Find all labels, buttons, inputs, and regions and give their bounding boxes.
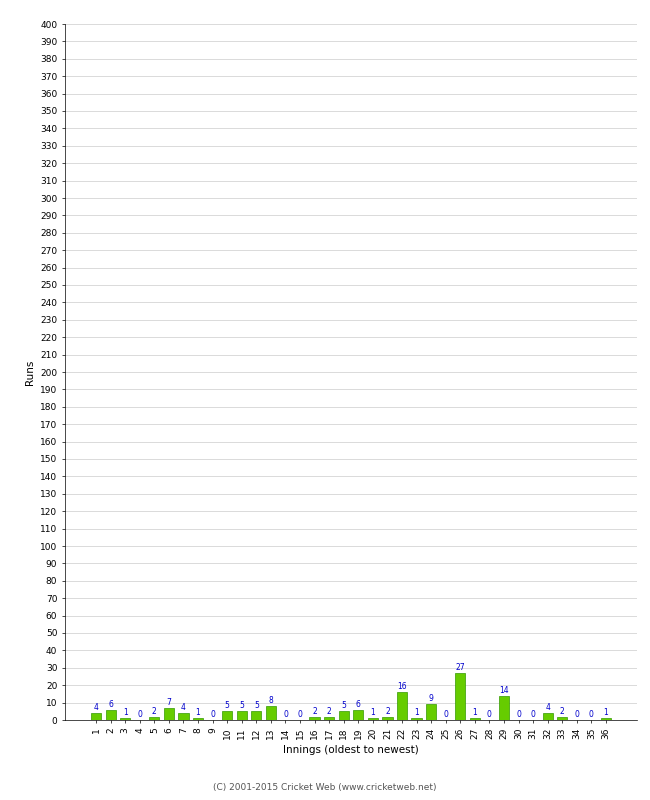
Text: 0: 0 (487, 710, 492, 719)
Bar (543, 713, 552, 720)
Bar (426, 704, 436, 720)
Text: 7: 7 (166, 698, 172, 707)
Bar (397, 692, 407, 720)
Bar (324, 717, 334, 720)
Bar (251, 711, 261, 720)
Text: 1: 1 (370, 708, 375, 718)
Text: 2: 2 (152, 706, 157, 716)
Bar (91, 713, 101, 720)
Text: 5: 5 (254, 702, 259, 710)
Bar (178, 713, 188, 720)
Text: 4: 4 (545, 703, 550, 712)
Text: 0: 0 (575, 710, 579, 719)
Bar (470, 718, 480, 720)
Text: 1: 1 (123, 708, 127, 718)
Bar (309, 717, 320, 720)
Text: 2: 2 (560, 706, 565, 716)
Text: 0: 0 (283, 710, 288, 719)
Text: 0: 0 (210, 710, 215, 719)
Bar (237, 711, 247, 720)
Bar (150, 717, 159, 720)
Text: 2: 2 (312, 706, 317, 716)
Text: 1: 1 (604, 708, 608, 718)
Text: 4: 4 (181, 703, 186, 712)
Bar (499, 696, 509, 720)
Bar (266, 706, 276, 720)
Text: 14: 14 (499, 686, 509, 694)
Text: 0: 0 (589, 710, 593, 719)
Text: (C) 2001-2015 Cricket Web (www.cricketweb.net): (C) 2001-2015 Cricket Web (www.cricketwe… (213, 783, 437, 792)
Text: 6: 6 (356, 700, 361, 709)
Text: 0: 0 (137, 710, 142, 719)
Bar (382, 717, 393, 720)
Bar (222, 711, 232, 720)
Text: 1: 1 (196, 708, 200, 718)
Text: 9: 9 (428, 694, 434, 703)
Bar (601, 718, 611, 720)
Text: 5: 5 (225, 702, 229, 710)
Text: 8: 8 (268, 696, 273, 706)
Bar (368, 718, 378, 720)
Y-axis label: Runs: Runs (25, 359, 34, 385)
Text: 16: 16 (397, 682, 407, 691)
Bar (105, 710, 116, 720)
Text: 6: 6 (109, 700, 113, 709)
Text: 0: 0 (530, 710, 536, 719)
Bar (193, 718, 203, 720)
Text: 5: 5 (341, 702, 346, 710)
Text: 0: 0 (516, 710, 521, 719)
Text: 5: 5 (239, 702, 244, 710)
Bar (557, 717, 567, 720)
Bar (339, 711, 349, 720)
Text: 1: 1 (414, 708, 419, 718)
X-axis label: Innings (oldest to newest): Innings (oldest to newest) (283, 745, 419, 754)
Text: 0: 0 (443, 710, 448, 719)
Bar (164, 708, 174, 720)
Bar (353, 710, 363, 720)
Text: 1: 1 (473, 708, 477, 718)
Text: 4: 4 (94, 703, 99, 712)
Text: 0: 0 (298, 710, 302, 719)
Text: 2: 2 (385, 706, 390, 716)
Bar (411, 718, 422, 720)
Bar (120, 718, 131, 720)
Bar (455, 673, 465, 720)
Text: 27: 27 (456, 663, 465, 672)
Text: 2: 2 (327, 706, 332, 716)
